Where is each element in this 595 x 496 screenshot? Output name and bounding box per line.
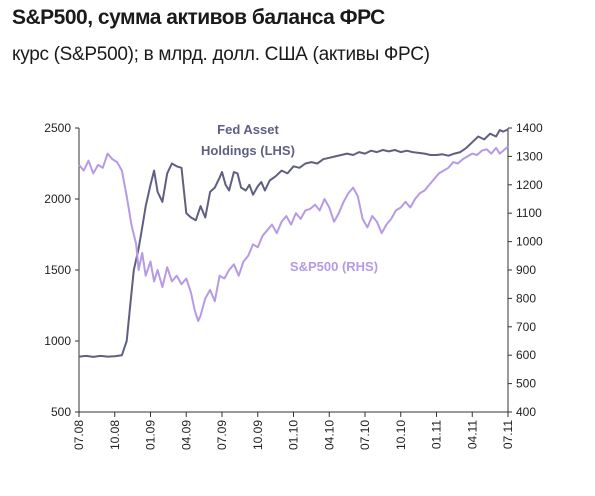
right-axis-tick-label: 500 [516,377,536,391]
chart-lines [78,128,509,358]
left-axis-tick-label: 1500 [44,263,71,277]
x-axis-tick-label: 04.11 [465,420,479,449]
x-axis-tick-label: 07.10 [358,420,372,450]
right-axis-tick-label: 700 [516,320,536,334]
right-axis-tick-label: 400 [516,405,536,419]
fed-annotation-line2: Holdings (LHS) [201,143,295,158]
right-axis-tick-label: 800 [516,291,536,305]
x-axis-tick-label: 10.08 [108,420,122,450]
x-axis-tick-label: 07.11 [501,420,515,449]
right-axis-tick-label: 900 [516,263,536,277]
chart-subtitle: курс (S&P500); в млрд. долл. США (активы… [12,44,430,65]
right-axis-tick-label: 1200 [516,178,543,192]
chart-axes [75,127,512,417]
left-axis-tick-label: 500 [51,405,71,419]
x-axis-tick-label: 01.09 [144,420,158,450]
chart-title: S&P500, сумма активов баланса ФРС [12,6,385,29]
right-axis-tick-label: 1300 [516,149,543,163]
left-axis-tick-label: 2500 [44,121,71,135]
right-axis-tick-label: 1100 [516,206,542,220]
x-axis-tick-label: 04.10 [322,420,336,450]
sp500-annotation: S&P500 (RHS) [290,259,378,274]
x-axis-tick-label: 07.09 [215,420,229,450]
right-axis-tick-label: 1400 [516,121,543,135]
right-axis-tick-label: 1000 [516,235,543,249]
x-axis-tick-label: 01.10 [287,420,301,450]
x-axis-tick-label: 10.10 [394,420,408,450]
x-axis-tick-label: 10.09 [251,420,265,450]
x-axis-tick-label: 04.09 [179,420,193,450]
left-axis-tick-label: 1000 [44,334,71,348]
fed-assets-line [78,128,509,358]
sp500-line [78,145,509,323]
x-axis-tick-label: 07.08 [72,420,86,450]
fed-annotation-line1: Fed Asset [217,122,279,137]
left-axis-tick-label: 2000 [44,192,71,206]
right-axis-tick-label: 600 [516,348,536,362]
chart-tick-labels: 500 1000 1500 2000 2500 400 500 600 700 800 900 100… [44,121,543,450]
x-axis-tick-label: 01.11 [430,420,444,449]
